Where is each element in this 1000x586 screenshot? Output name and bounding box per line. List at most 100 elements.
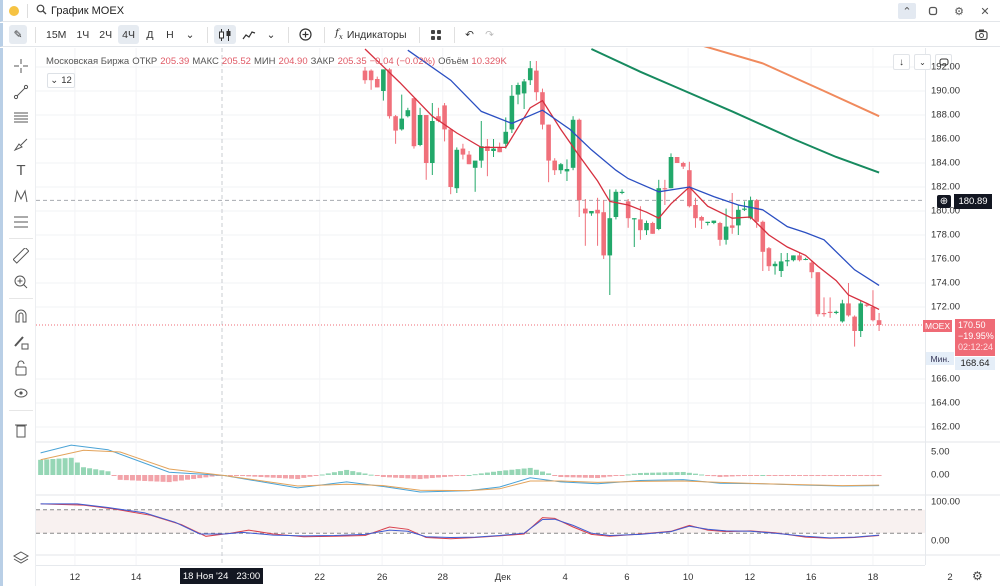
brush-icon[interactable] [11,134,31,154]
macd-histogram-bar [209,475,215,477]
undo-icon[interactable]: ↶ [465,28,474,41]
time-tick: 16 [805,572,817,583]
pencil-icon[interactable]: ✎ [9,25,27,44]
zoom-in-icon[interactable] [11,272,31,292]
candle-body [717,223,723,240]
moving-average-ema_slow [590,48,880,174]
macd-histogram-bar [790,475,796,476]
crosshair-icon[interactable] [11,56,31,76]
macd-histogram-bar [307,475,313,477]
gear-icon[interactable]: ⚙ [954,5,964,18]
search-icon[interactable] [36,4,47,18]
price-tick: 188.00 [931,109,961,121]
macd-histogram-bar [233,475,239,476]
macd-histogram-bar [38,459,44,475]
ruler-icon[interactable] [11,246,31,266]
macd-histogram-bar [368,474,374,476]
layout-grid-icon[interactable] [426,25,446,44]
macd-histogram-bar [515,469,521,475]
macd-histogram-bar [270,475,276,478]
candle-body [564,169,570,172]
chevron-down-icon[interactable]: ⌄ [266,28,276,41]
candle-body [546,124,551,161]
price-tick: 166.00 [931,373,961,385]
projection-icon[interactable] [11,212,31,232]
interval-day[interactable]: Д [146,28,154,41]
macd-histogram-bar [191,475,197,479]
macd-histogram-bar [172,475,178,482]
arrow-down-icon[interactable]: ↓ [893,54,910,70]
magnet-icon[interactable] [11,306,31,326]
candle-body [374,79,380,88]
candle-body [797,255,802,261]
candle-body [423,115,429,163]
indicators-count-toggle[interactable]: ⌄ 12 [47,73,75,88]
candle-body [625,201,631,219]
indicators-button[interactable]: fx Индикаторы [331,25,411,44]
lock-drawing-icon[interactable] [11,332,31,352]
macd-histogram-bar [858,475,864,477]
chevron-up-icon[interactable]: ⌃ [898,3,916,19]
candle-body [411,98,417,147]
candle-body [821,313,827,315]
interval-1h[interactable]: 1Ч [76,28,90,41]
trash-icon[interactable] [11,420,31,440]
macd-histogram-bar [607,475,613,477]
candle-body [778,261,784,271]
candle-body [515,85,521,95]
title-bar: График MOEX ⌃ ⚙ ✕ [0,0,1000,22]
macd-histogram-bar [331,472,337,475]
trend-line-icon[interactable] [11,82,31,102]
candle-body [576,119,582,201]
time-axis[interactable] [36,565,925,566]
text-icon[interactable]: T [16,161,26,179]
line-chart-icon[interactable] [238,25,260,44]
eye-icon[interactable] [11,384,31,404]
add-alert-icon[interactable]: ⊕ [937,195,951,208]
symbol-tag: MOEX [923,320,952,332]
volume-value: 10.329K [471,56,507,67]
restore-icon[interactable] [924,3,942,19]
maximize-icon[interactable] [935,54,952,70]
macd-histogram-bar [631,473,637,475]
macd-histogram-bar [539,471,545,475]
macd-histogram-bar [289,475,295,479]
time-tick: 4 [562,572,568,583]
candle-body [387,69,392,117]
interval-week[interactable]: Н [166,28,174,41]
fib-levels-icon[interactable] [11,108,31,128]
settings-icon[interactable]: ⚙ [972,569,983,583]
candle-body [478,146,484,161]
candle-body [674,157,680,163]
macd-histogram-bar [264,475,270,478]
collapse-icon[interactable]: ⌄ [914,54,931,70]
macd-histogram-bar [117,475,123,480]
macd-histogram-bar [80,467,86,475]
close-icon[interactable]: ✕ [980,5,990,18]
layers-icon[interactable] [11,548,31,568]
candle-body [497,147,502,153]
divider [287,26,289,43]
candle-body [381,69,386,91]
macd-histogram-bar [484,472,490,475]
macd-histogram-bar [680,471,686,475]
price-axis[interactable] [925,48,1000,565]
interval-15m[interactable]: 15M [46,28,67,41]
chevron-down-icon[interactable]: ⌄ [185,28,195,41]
interval-2h[interactable]: 2Ч [99,28,113,41]
time-tick: 26 [376,572,388,583]
macd-histogram-bar [380,475,386,478]
macd-histogram-bar [827,475,833,477]
pattern-icon[interactable] [11,186,31,206]
last-price: 170.50 [958,320,986,330]
candle-body [650,223,655,234]
candle-body [527,68,533,81]
candles-icon[interactable] [213,25,236,44]
unlock-icon[interactable] [11,358,31,378]
add-compare-icon[interactable] [295,25,316,44]
redo-icon[interactable]: ↷ [485,28,494,41]
camera-icon[interactable] [971,25,992,44]
macd-histogram-bar [546,473,552,475]
interval-4h[interactable]: 4Ч [118,25,139,44]
